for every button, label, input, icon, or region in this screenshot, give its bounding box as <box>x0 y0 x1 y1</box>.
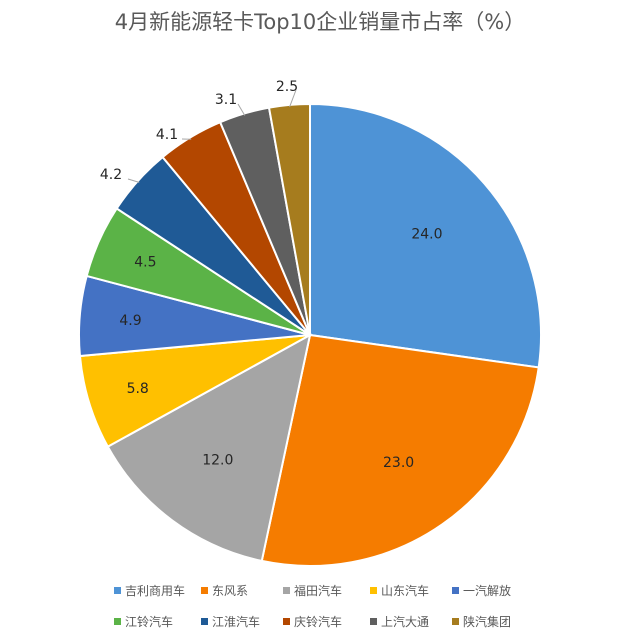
legend-label-9: 上汽大通 <box>381 614 429 629</box>
legend-swatch-1 <box>114 587 121 594</box>
leader-line-9 <box>237 103 246 116</box>
pie-slice-10 <box>267 102 311 336</box>
pie-slice-2 <box>260 333 540 567</box>
legend-swatch-3 <box>283 587 290 594</box>
legend-swatch-10 <box>452 618 459 625</box>
pie-slice-3 <box>106 333 312 563</box>
pie-slice-1 <box>309 102 542 369</box>
data-label-4: 5.8 <box>127 381 149 397</box>
legend-label-1: 吉利商用车 <box>125 583 185 598</box>
legend-swatch-6 <box>114 618 121 625</box>
legend-swatch-2 <box>201 587 208 594</box>
data-label-8: 4.1 <box>156 127 178 143</box>
legend-swatch-9 <box>370 618 377 625</box>
data-labels: 24.0 23.0 12.0 5.8 4.9 4.5 4.2 4.1 3.1 2.5 <box>100 79 443 471</box>
legend-label-8: 庆铃汽车 <box>294 614 342 629</box>
legend-label-3: 福田汽车 <box>294 583 342 598</box>
data-label-7: 4.2 <box>100 167 122 183</box>
data-label-10: 2.5 <box>276 79 298 95</box>
legend-swatch-5 <box>452 587 459 594</box>
legend-label-7: 江淮汽车 <box>212 614 260 629</box>
data-label-3: 12.0 <box>202 452 233 468</box>
legend-label-10: 陕汽集团 <box>463 614 511 629</box>
legend-swatch-4 <box>370 587 377 594</box>
leader-line-7 <box>127 178 140 183</box>
leader-line-10 <box>289 89 297 108</box>
data-label-9: 3.1 <box>215 92 237 108</box>
legend-label-6: 江铃汽车 <box>125 614 173 629</box>
chart-title: 4月新能源轻卡Top10企业销量市占率（%） <box>115 10 525 34</box>
legend-label-2: 东风系 <box>212 584 248 598</box>
data-label-5: 4.9 <box>119 313 141 329</box>
data-label-6: 4.5 <box>134 255 156 271</box>
legend-swatch-8 <box>283 618 290 625</box>
legend-swatch-7 <box>201 618 208 625</box>
legend-label-4: 山东汽车 <box>381 583 429 598</box>
data-label-1: 24.0 <box>411 227 442 243</box>
pie-slices <box>78 102 542 567</box>
data-label-2: 23.0 <box>383 455 414 471</box>
legend-label-5: 一汽解放 <box>463 583 511 598</box>
